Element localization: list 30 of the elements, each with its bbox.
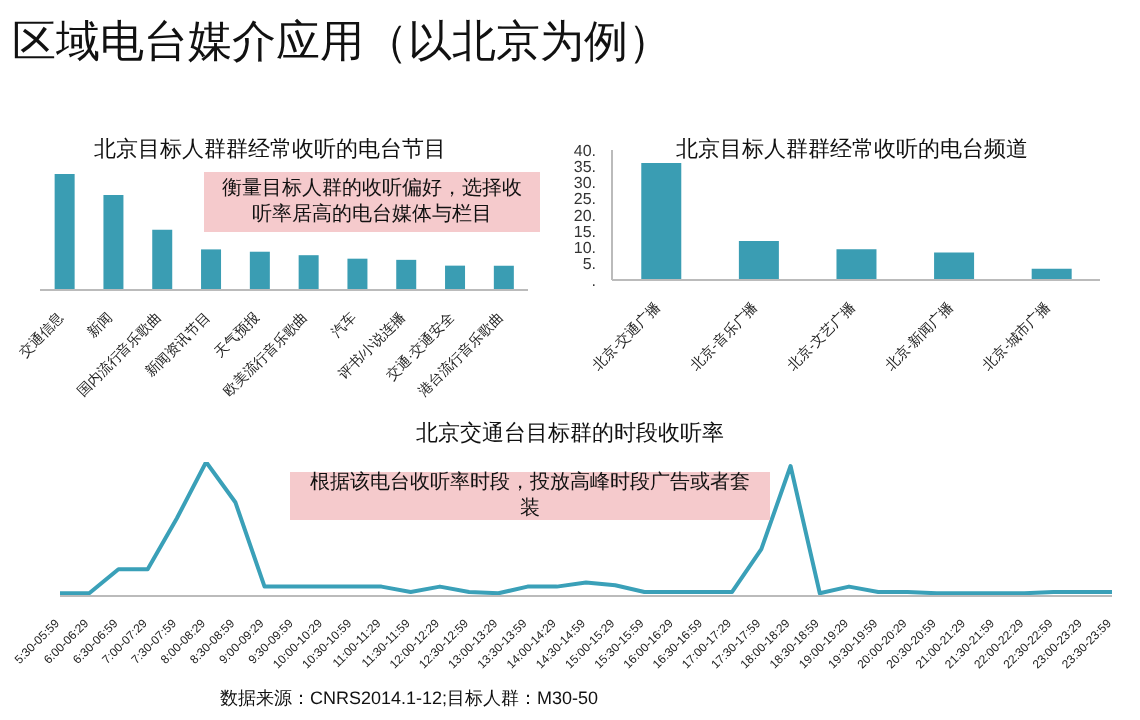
bar bbox=[103, 194, 124, 290]
y-tick-label: 15. bbox=[573, 222, 596, 241]
y-tick-label: 20. bbox=[573, 206, 596, 225]
bar bbox=[396, 259, 417, 290]
chart-title: 北京交通台目标群的时段收听率 bbox=[414, 419, 726, 448]
callout-box: 根据该电台收听率时段，投放高峰时段广告或者套装 bbox=[290, 472, 770, 520]
y-tick-label: 40. bbox=[573, 141, 596, 160]
y-tick-label: 35. bbox=[573, 157, 596, 176]
source-note: 数据来源：CNRS2014.1-12;目标人群：M30-50 bbox=[220, 686, 599, 712]
bar bbox=[641, 163, 682, 280]
y-tick-label: 25. bbox=[573, 190, 596, 209]
bar bbox=[347, 258, 368, 290]
bar bbox=[836, 249, 877, 280]
bar bbox=[934, 252, 975, 280]
bar bbox=[298, 255, 319, 290]
chart-title: 北京目标人群群经常收听的电台频道 bbox=[676, 138, 1028, 162]
y-tick-label: . bbox=[591, 271, 596, 290]
bar bbox=[54, 174, 75, 290]
bar bbox=[152, 229, 173, 290]
bar bbox=[445, 265, 466, 290]
y-tick-label: 30. bbox=[573, 174, 596, 193]
chart-title: 北京目标人群群经常收听的电台节目 bbox=[92, 135, 448, 164]
callout-box: 衡量目标人群的收听偏好，选择收听率居高的电台媒体与栏目 bbox=[204, 172, 540, 232]
y-tick-label: 10. bbox=[573, 239, 596, 258]
y-tick-label: 5. bbox=[582, 255, 596, 274]
bar bbox=[493, 265, 514, 290]
bar bbox=[249, 251, 270, 290]
bar bbox=[201, 249, 222, 290]
text: 区域电台媒介应用（以北京为例） bbox=[12, 14, 672, 70]
bar bbox=[738, 241, 779, 280]
